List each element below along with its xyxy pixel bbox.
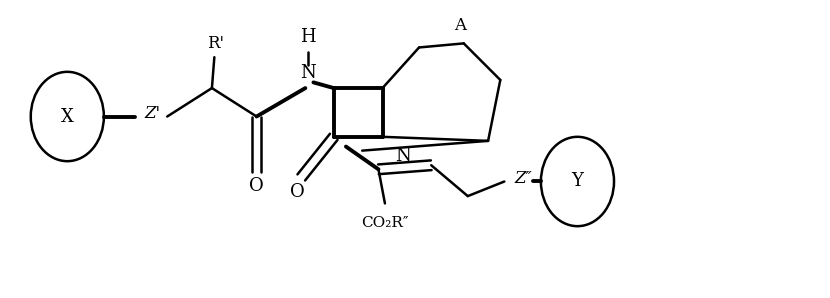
Text: R': R'	[208, 35, 224, 52]
Text: A: A	[454, 17, 466, 34]
Text: Z″: Z″	[514, 170, 532, 187]
Text: N: N	[395, 148, 411, 165]
Text: O: O	[290, 183, 305, 201]
Text: O: O	[249, 177, 264, 195]
Text: H: H	[300, 28, 315, 46]
Text: N: N	[300, 64, 315, 82]
Text: X: X	[61, 108, 74, 125]
Text: CO₂R″: CO₂R″	[361, 216, 408, 230]
Text: Z': Z'	[144, 105, 161, 122]
Text: Y: Y	[572, 173, 583, 190]
